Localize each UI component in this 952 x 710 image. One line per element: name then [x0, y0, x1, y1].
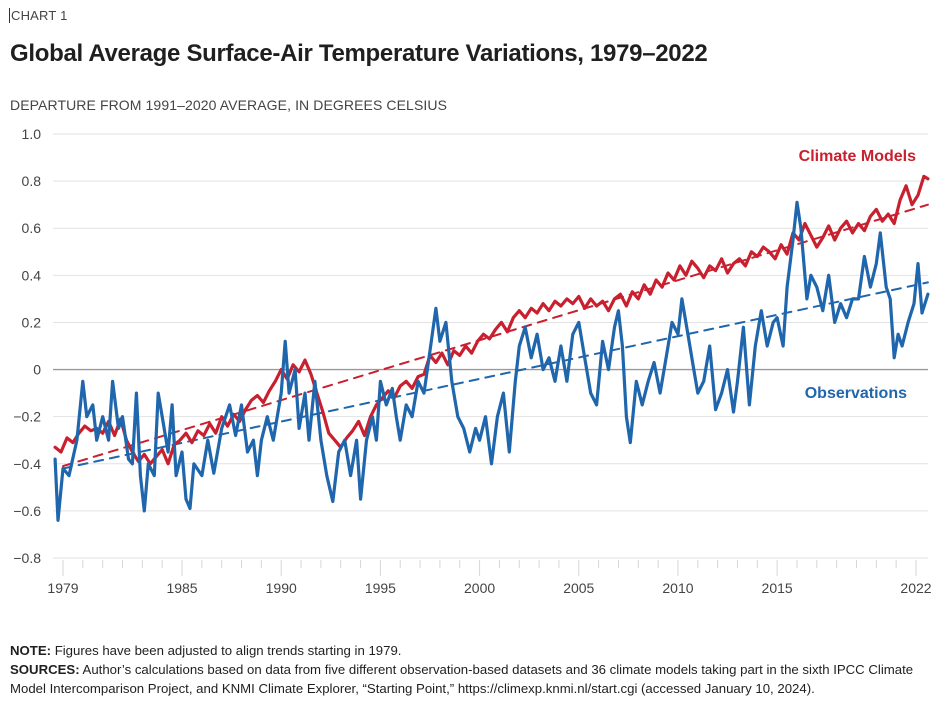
- y-axis-ticks: 1.0 0.8 0.6 0.4 0.2 0 −0.2 −0.4 −0.6 −0.8: [13, 126, 41, 566]
- x-tick-label: 2005: [563, 580, 594, 596]
- x-tick-label: 2000: [464, 580, 495, 596]
- y-axis-unit-label: DEPARTURE FROM 1991–2020 AVERAGE, IN DEG…: [10, 97, 448, 113]
- climate-models-label: Climate Models: [799, 148, 916, 165]
- note-text: Figures have been adjusted to align tren…: [51, 643, 402, 658]
- y-tick-label: 0.6: [22, 220, 42, 236]
- note-label: NOTE:: [10, 643, 52, 658]
- y-tick-label: −0.2: [13, 409, 41, 425]
- chart-number-label: CHART 1: [9, 8, 68, 23]
- y-tick-label: −0.4: [13, 456, 41, 472]
- y-tick-label: 0.2: [22, 314, 42, 330]
- y-tick-label: −0.6: [13, 503, 41, 519]
- observations-label: Observations: [805, 385, 907, 402]
- sources-text: Author’s calculations based on data from…: [10, 662, 914, 696]
- chart-svg: 1.0 0.8 0.6 0.4 0.2 0 −0.2 −0.4 −0.6 −0.8 1979 198…: [13, 126, 932, 596]
- climate-models-series-line: [53, 174, 930, 466]
- x-tick-label: 1985: [166, 580, 197, 596]
- observations-series-line: [53, 200, 930, 522]
- y-tick-label: 0: [33, 362, 41, 378]
- chart-title: Global Average Surface-Air Temperature V…: [10, 40, 708, 67]
- sources-label: SOURCES:: [10, 662, 80, 677]
- note: NOTE: Figures have been adjusted to alig…: [10, 641, 945, 660]
- x-tick-label: 1995: [365, 580, 396, 596]
- sources: SOURCES: Author’s calculations based on …: [10, 660, 945, 698]
- x-tick-label: 1979: [47, 580, 78, 596]
- x-tick-label: 1990: [266, 580, 297, 596]
- x-tick-label: 2022: [900, 580, 931, 596]
- x-tick-label: 2015: [762, 580, 793, 596]
- y-tick-label: 0.4: [22, 267, 42, 283]
- series-lines: [53, 174, 930, 522]
- y-tick-label: −0.8: [13, 550, 41, 566]
- x-axis-ticks: 1979 1985 1990 1995 2000 2005 2010 2015 2022: [47, 560, 932, 596]
- y-tick-label: 1.0: [22, 126, 42, 142]
- x-tick-label: 2010: [662, 580, 693, 596]
- gridlines: [53, 133, 928, 559]
- y-tick-label: 0.8: [22, 173, 42, 189]
- chart-footer: NOTE: Figures have been adjusted to alig…: [10, 641, 945, 698]
